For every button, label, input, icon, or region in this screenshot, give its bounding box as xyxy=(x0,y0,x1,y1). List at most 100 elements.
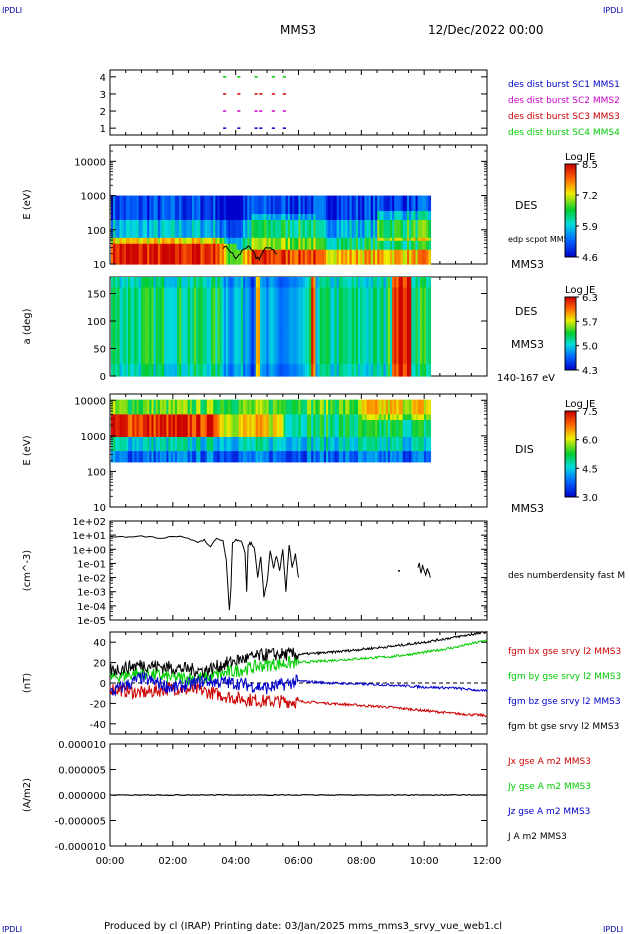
heatmap-cell xyxy=(115,255,118,259)
heatmap-cell xyxy=(309,225,312,229)
heatmap-cell xyxy=(249,234,253,238)
heatmap-cell xyxy=(368,195,372,200)
heatmap-cell xyxy=(266,216,270,220)
heatmap-cell xyxy=(200,243,204,247)
heatmap-cell xyxy=(245,225,248,229)
heatmap-cell xyxy=(251,216,255,220)
heatmap-cell xyxy=(351,195,355,200)
heatmap-cell xyxy=(411,231,415,235)
heatmap-cell xyxy=(136,198,140,203)
heatmap-cell xyxy=(268,222,272,226)
heatmap-cell xyxy=(181,204,185,209)
heatmap-cell xyxy=(247,210,251,215)
heatmap-cell xyxy=(115,243,118,247)
heatmap-cell xyxy=(219,237,223,241)
heatmap-cell xyxy=(366,195,370,200)
heatmap-cell xyxy=(226,249,229,253)
heatmap-cell xyxy=(364,210,368,215)
heatmap-cell xyxy=(132,195,136,200)
heatmap-cell xyxy=(402,234,406,238)
heatmap-cell xyxy=(377,237,380,241)
heatmap-cell xyxy=(364,213,368,218)
heatmap-cell xyxy=(407,201,410,206)
heatmap-cell xyxy=(243,204,246,209)
heatmap-cell xyxy=(358,195,361,200)
heatmap-cell xyxy=(232,210,236,215)
heatmap-cell xyxy=(121,219,125,223)
heatmap-cell xyxy=(240,261,244,265)
heatmap-cell xyxy=(159,219,163,223)
heatmap-cell xyxy=(377,198,380,203)
heatmap-cell xyxy=(202,243,206,247)
heatmap-cell xyxy=(379,210,383,215)
heatmap-cell xyxy=(215,219,219,223)
heatmap-cell xyxy=(343,249,346,253)
heatmap-cell xyxy=(164,243,167,247)
heatmap-cell xyxy=(347,249,351,253)
heatmap-cell xyxy=(128,228,131,232)
heatmap-cell xyxy=(302,213,306,218)
heatmap-cell xyxy=(270,216,274,220)
heatmap-cell xyxy=(381,213,385,218)
heatmap-cell xyxy=(255,204,259,209)
heatmap-cell xyxy=(370,255,374,259)
heatmap-cell xyxy=(113,216,116,220)
heatmap-cell xyxy=(400,222,404,226)
y-tick-label: 4 xyxy=(100,73,106,84)
heatmap-cell xyxy=(145,246,148,250)
heatmap-cell xyxy=(172,237,176,241)
heatmap-cell xyxy=(181,237,185,241)
heatmap-cell xyxy=(281,255,285,259)
heatmap-cell xyxy=(174,198,178,203)
heatmap-cell xyxy=(230,213,233,218)
heatmap-cell xyxy=(147,219,150,223)
heatmap-cell xyxy=(279,198,282,203)
heatmap-cell xyxy=(240,243,244,247)
heatmap-cell xyxy=(407,198,410,203)
heatmap-cell xyxy=(306,195,310,200)
heatmap-cell xyxy=(177,213,180,218)
heatmap-cell xyxy=(217,243,221,247)
heatmap-cell xyxy=(117,243,121,247)
heatmap-cell xyxy=(332,261,336,265)
heatmap-cell xyxy=(394,231,397,235)
heatmap-cell xyxy=(228,219,231,223)
heatmap-cell xyxy=(328,237,331,241)
heatmap-cell xyxy=(255,228,259,232)
heatmap-cell xyxy=(334,207,338,212)
legend-entry: des dist burst SC4 MMS4 xyxy=(508,128,620,138)
heatmap-cell xyxy=(130,237,133,241)
heatmap-cell xyxy=(253,222,257,226)
heatmap-cell xyxy=(134,231,138,235)
heatmap-cell xyxy=(164,210,167,215)
heatmap-cell xyxy=(170,210,174,215)
heatmap-cell xyxy=(353,201,357,206)
heatmap-cell xyxy=(413,216,417,220)
heatmap-cell xyxy=(183,252,187,256)
heatmap-cell xyxy=(266,249,270,253)
heatmap-cell xyxy=(177,198,180,203)
heatmap-cell xyxy=(136,204,140,209)
heatmap-cell xyxy=(236,222,240,226)
heatmap-cell xyxy=(262,222,265,226)
heatmap-cell xyxy=(285,240,289,244)
heatmap-cell xyxy=(255,210,259,215)
heatmap-cell xyxy=(113,246,116,250)
heatmap-cell xyxy=(260,240,263,244)
heatmap-cell xyxy=(151,240,155,244)
heatmap-cell xyxy=(257,243,261,247)
heatmap-cell xyxy=(351,225,355,229)
heatmap-cell xyxy=(113,195,116,200)
heatmap-cell xyxy=(375,213,378,218)
heatmap-cell xyxy=(138,216,142,220)
heatmap-cell xyxy=(123,246,127,250)
heatmap-cell xyxy=(304,216,308,220)
heatmap-cell xyxy=(223,225,227,229)
heatmap-cell xyxy=(181,240,185,244)
heatmap-cell xyxy=(323,207,327,212)
heatmap-cell xyxy=(334,261,338,265)
heatmap-cell xyxy=(413,213,417,218)
heatmap-cell xyxy=(217,261,221,265)
heatmap-cell xyxy=(140,231,144,235)
heatmap-cell xyxy=(400,219,404,223)
